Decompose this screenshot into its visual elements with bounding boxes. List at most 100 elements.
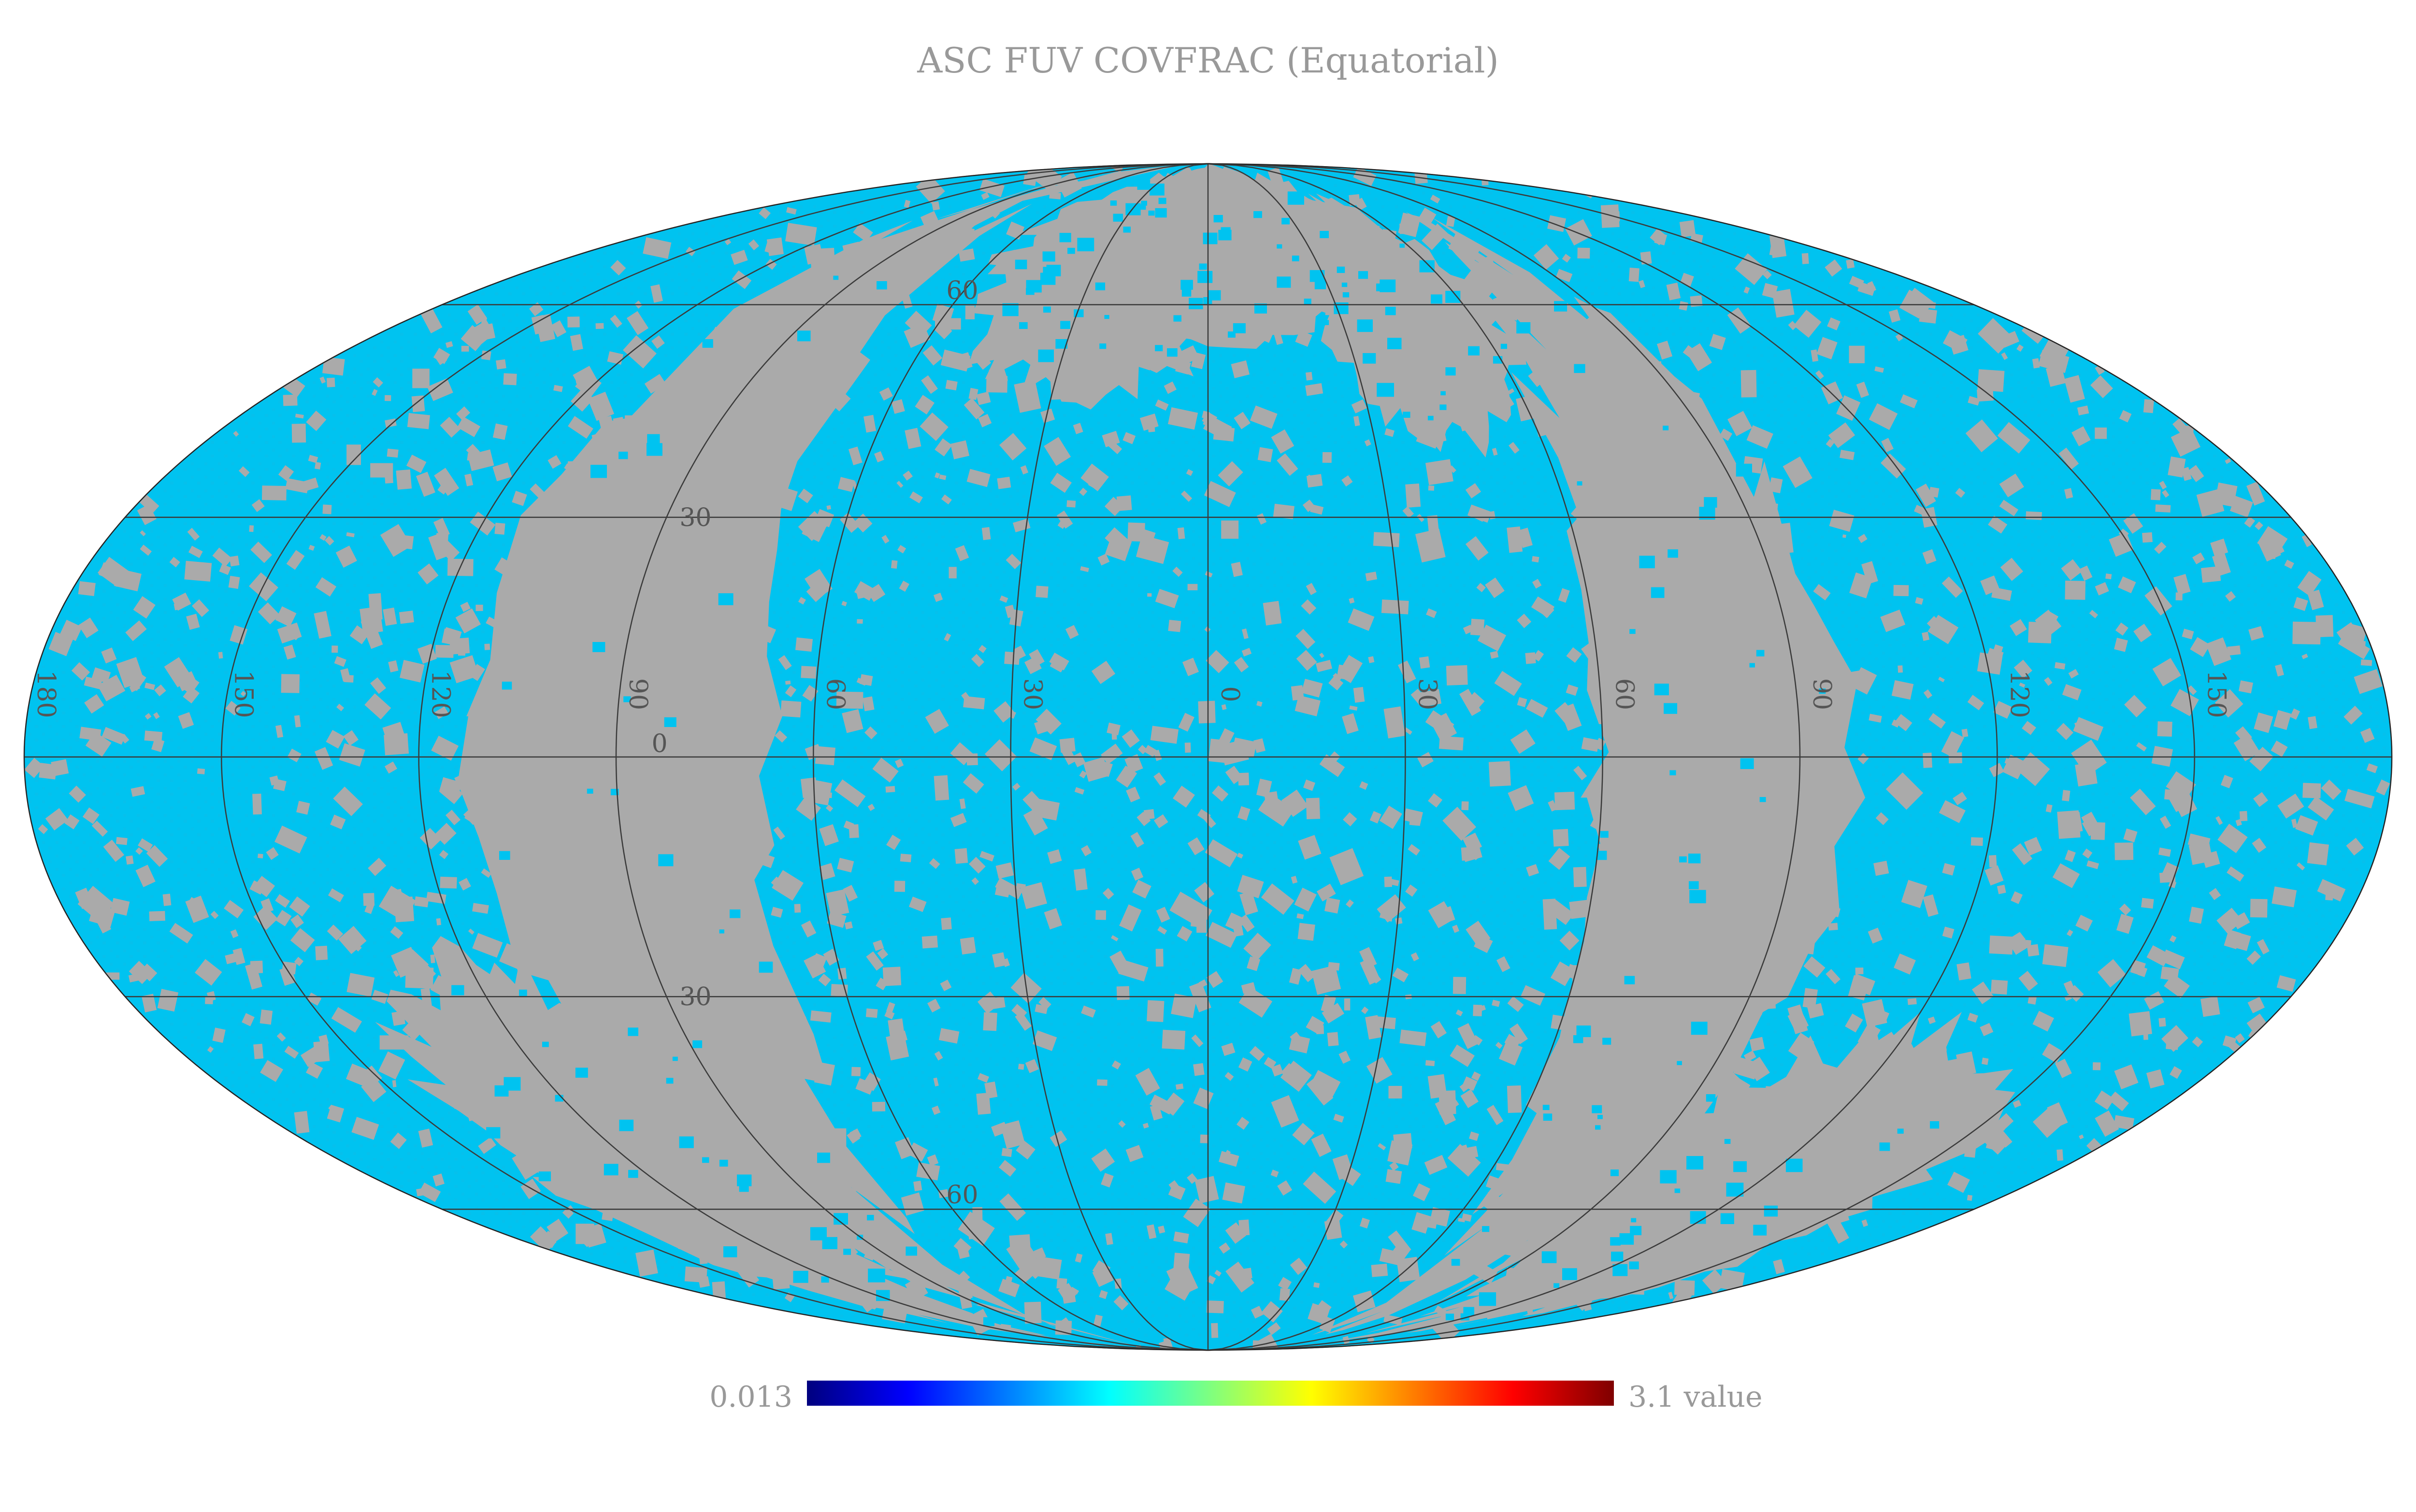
coverage-hole	[1528, 368, 1547, 387]
coverage-hole	[1387, 1140, 1413, 1166]
coverage-hole	[497, 1100, 519, 1120]
coverage-hole	[740, 1250, 750, 1263]
coverage-hole	[1101, 1172, 1114, 1188]
coverage-hole	[1661, 538, 1683, 560]
coverage-island	[618, 452, 628, 459]
coverage-hole	[346, 444, 361, 465]
coverage-hole	[666, 534, 683, 560]
coverage-hole	[1827, 317, 1841, 330]
coverage-hole	[1296, 650, 1317, 671]
coverage-hole	[977, 1073, 990, 1083]
coverage-hole	[252, 793, 262, 815]
coverage-hole	[1832, 1062, 1864, 1092]
coverage-island	[1651, 587, 1665, 598]
coverage-hole	[856, 677, 867, 686]
coverage-hole	[294, 956, 304, 967]
coverage-hole	[1324, 897, 1340, 914]
coverage-hole	[315, 945, 328, 960]
coverage-hole	[1254, 319, 1277, 343]
coverage-hole	[1541, 1217, 1549, 1222]
coverage-hole	[625, 703, 649, 727]
meridian-label: 120	[2004, 670, 2033, 718]
coverage-hole	[1629, 959, 1652, 985]
coverage-island	[1095, 282, 1106, 290]
coverage-island	[623, 696, 631, 702]
coverage-hole	[1683, 345, 1697, 358]
parallel-label: 60	[946, 1181, 978, 1210]
coverage-island	[542, 1041, 549, 1047]
coverage-hole	[1322, 452, 1332, 463]
coverage-hole	[1688, 818, 1720, 843]
coverage-island	[1600, 831, 1609, 838]
coverage-hole	[2170, 1066, 2182, 1079]
coverage-hole	[682, 1103, 704, 1122]
coverage-hole	[1861, 561, 1878, 585]
coverage-hole	[728, 1113, 743, 1129]
coverage-hole	[1880, 609, 1906, 632]
coverage-hole	[128, 973, 139, 983]
coverage-hole	[979, 851, 995, 862]
coverage-island	[1573, 1035, 1583, 1043]
coverage-hole	[1751, 1009, 1762, 1019]
coverage-hole	[1032, 1030, 1057, 1051]
coverage-hole	[1725, 840, 1737, 851]
coverage-hole	[606, 929, 621, 952]
coverage-island	[1688, 854, 1701, 864]
coverage-hole	[1014, 380, 1041, 413]
coverage-hole	[1153, 749, 1162, 761]
coverage-hole	[1147, 593, 1152, 597]
coverage-hole	[1942, 863, 1956, 876]
coverage-hole	[1894, 714, 1913, 731]
coverage-hole	[780, 700, 802, 718]
coverage-island	[666, 1078, 674, 1084]
coverage-hole	[1280, 310, 1301, 332]
coverage-hole	[494, 833, 504, 846]
coverage-hole	[1029, 737, 1057, 760]
coverage-island	[759, 961, 773, 973]
coverage-hole	[1662, 722, 1674, 734]
coverage-hole	[361, 1122, 373, 1133]
coverage-hole	[1056, 510, 1073, 529]
coverage-hole	[1222, 1182, 1246, 1204]
coverage-hole	[185, 895, 209, 923]
coverage-hole	[826, 889, 849, 917]
coverage-island	[628, 1170, 638, 1178]
coverage-hole	[1098, 761, 1113, 777]
coverage-hole	[2246, 1013, 2269, 1036]
coverage-hole	[921, 375, 938, 394]
coverage-hole	[1581, 737, 1600, 752]
coverage-hole	[682, 1046, 693, 1056]
coverage-hole	[1690, 295, 1703, 307]
coverage-hole	[2317, 879, 2346, 902]
coverage-hole	[1289, 968, 1302, 985]
coverage-hole	[2095, 427, 2107, 439]
coverage-hole	[1526, 699, 1548, 718]
coverage-island	[1516, 322, 1531, 334]
coverage-hole	[573, 631, 596, 653]
coverage-hole	[464, 473, 474, 486]
coverage-hole	[1474, 934, 1493, 953]
coverage-hole	[1746, 425, 1773, 449]
coverage-hole	[1261, 1301, 1283, 1323]
coverage-hole	[606, 581, 618, 598]
coverage-hole	[1344, 998, 1351, 1011]
coverage-hole	[24, 757, 44, 778]
coverage-island	[1197, 271, 1213, 283]
coverage-hole	[294, 1111, 310, 1134]
coverage-island	[1337, 266, 1345, 273]
coverage-hole	[1279, 1288, 1290, 1301]
coverage-hole	[1319, 754, 1345, 777]
coverage-island	[1595, 851, 1607, 860]
coverage-hole	[725, 851, 753, 880]
coverage-hole	[390, 1132, 407, 1149]
coverage-hole	[1533, 244, 1559, 270]
coverage-island	[1463, 1307, 1474, 1316]
coverage-hole	[1968, 396, 1980, 406]
coverage-hole	[806, 779, 833, 806]
coverage-hole	[949, 567, 957, 579]
coverage-hole	[1921, 631, 1930, 641]
coverage-hole	[1508, 388, 1515, 395]
coverage-hole	[1612, 1190, 1632, 1203]
coverage-island	[1363, 353, 1376, 364]
coverage-hole	[997, 476, 1011, 489]
